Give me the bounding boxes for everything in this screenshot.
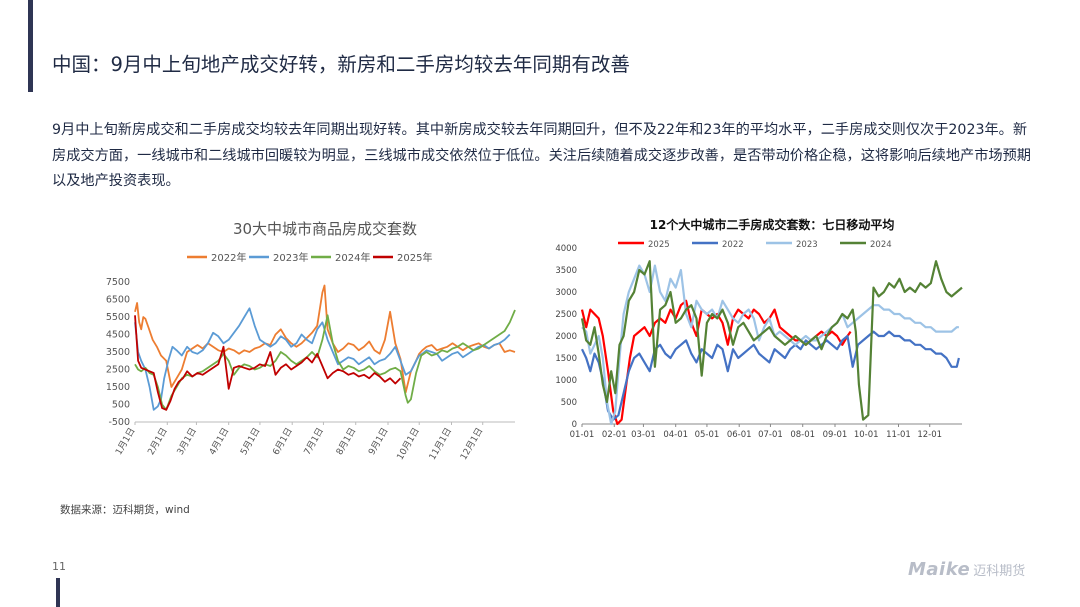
series-line-2022年 xyxy=(134,284,516,394)
y-tick-label: 1500 xyxy=(106,382,130,393)
series-line-2023年 xyxy=(134,307,511,411)
logo-mark: Maike xyxy=(908,559,971,580)
accent-bar-bottom xyxy=(56,578,60,607)
y-tick-label: 6500 xyxy=(106,295,130,306)
y-tick-label: -500 xyxy=(108,417,130,428)
x-tick-label: 09-01 xyxy=(823,430,848,440)
y-tick-label: 500 xyxy=(112,400,130,411)
x-tick-label: 11-01 xyxy=(886,430,911,440)
x-tick-label: 01-01 xyxy=(570,430,595,440)
x-tick-label: 02-01 xyxy=(602,430,627,440)
x-tick-label: 1月1日 xyxy=(113,426,137,457)
chart-title: 12个大中城市二手房成交套数：七日移动平均 xyxy=(650,217,895,232)
x-tick-label: 10-01 xyxy=(854,430,879,440)
x-tick-label: 06-01 xyxy=(727,430,752,440)
legend-label-2024: 2024 xyxy=(870,240,892,250)
series-line-2022 xyxy=(581,330,960,421)
slide-title: 中国：9月中上旬地产成交好转，新房和二手房均较去年同期有改善 xyxy=(52,53,630,76)
x-tick-label: 08-01 xyxy=(790,430,815,440)
y-tick-label: 7500 xyxy=(106,277,130,288)
legend-label-2025: 2025 xyxy=(648,240,670,250)
y-tick-label: 1000 xyxy=(555,376,577,386)
x-tick-label: 07-01 xyxy=(758,430,783,440)
x-tick-label: 3月1日 xyxy=(175,426,199,457)
y-tick-label: 2500 xyxy=(106,365,130,376)
x-tick-label: 12-01 xyxy=(917,430,942,440)
x-tick-label: 05-01 xyxy=(695,430,720,440)
series-line-2024年 xyxy=(134,309,516,411)
data-source-note: 数据来源：迈科期货，wind xyxy=(60,504,190,516)
y-tick-label: 0 xyxy=(572,420,577,430)
y-tick-label: 3000 xyxy=(555,288,577,298)
x-tick-label: 03-01 xyxy=(631,430,656,440)
y-tick-label: 5500 xyxy=(106,312,130,323)
y-tick-label: 4000 xyxy=(555,244,577,254)
chart-title: 30大中城市商品房成交套数 xyxy=(233,220,417,238)
x-tick-label: 12月1日 xyxy=(458,426,485,462)
y-tick-label: 2000 xyxy=(555,332,577,342)
x-tick-label: 04-01 xyxy=(663,430,688,440)
x-tick-label: 10月1日 xyxy=(395,426,422,462)
page-number: 11 xyxy=(52,560,66,573)
x-tick-label: 7月1日 xyxy=(302,426,326,457)
series-line-2024 xyxy=(580,260,963,421)
y-tick-label: 3500 xyxy=(555,266,577,276)
x-tick-label: 9月1日 xyxy=(366,426,390,457)
x-tick-label: 2月1日 xyxy=(146,426,170,457)
summary-paragraph: 9月中上旬新房成交和二手房成交均较去年同期出现好转。其中新房成交较去年同期回升，… xyxy=(52,122,1031,189)
y-tick-label: 500 xyxy=(561,398,577,408)
x-tick-label: 8月1日 xyxy=(334,426,358,457)
new-home-sales-chart: 30大中城市商品房成交套数 2022年 2023年 2024年 2025年 7500 650… xyxy=(106,220,516,462)
legend-label-2022: 2022 xyxy=(722,240,744,250)
x-tick-label: 4月1日 xyxy=(207,426,231,457)
legend-label-2022年: 2022年 xyxy=(211,251,246,264)
logo-text: 迈科期货 xyxy=(973,564,1026,579)
y-tick-label: 4500 xyxy=(106,330,130,341)
legend-label-2024年: 2024年 xyxy=(335,251,370,264)
y-tick-label: 2500 xyxy=(555,310,577,320)
legend-label-2025年: 2025年 xyxy=(397,251,432,264)
x-tick-label: 5月1日 xyxy=(238,426,262,457)
second-hand-sales-chart: 12个大中城市二手房成交套数：七日移动平均 2025 2022 2023 2024 400… xyxy=(555,217,963,440)
y-tick-label: 3500 xyxy=(106,347,130,358)
y-tick-label: 1500 xyxy=(555,354,577,364)
accent-bar-top xyxy=(28,0,33,92)
x-tick-label: 11月1日 xyxy=(427,426,454,462)
legend-label-2023年: 2023年 xyxy=(273,251,308,264)
series-line-2023 xyxy=(581,264,959,426)
x-tick-label: 6月1日 xyxy=(271,426,295,457)
series-line-2025年 xyxy=(134,315,402,411)
legend-label-2023: 2023 xyxy=(796,240,818,250)
company-logo: Maike 迈科期货 xyxy=(908,559,1025,580)
